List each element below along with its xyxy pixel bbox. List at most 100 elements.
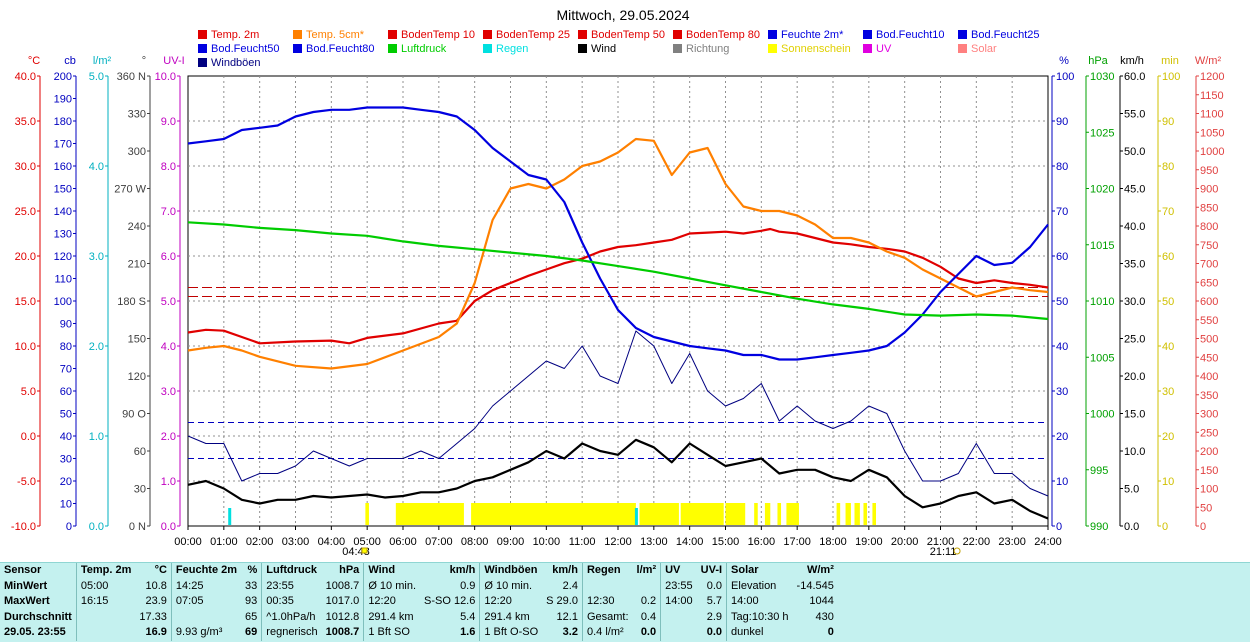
axis-tick-label: 950 [1200,165,1218,177]
series-line [187,221,1049,321]
axis-tick-label: 10 [60,499,72,511]
stats-header-cell: Windböen [479,563,543,579]
axis-tick-label: 170 [54,139,72,151]
stats-cell: 23:55 [660,578,697,594]
sunshine-bar [764,503,771,525]
stats-cell [660,625,697,641]
series-line [187,438,1049,520]
stats-cell: 16:15 [75,594,136,610]
axis-unit: km/h [1120,55,1144,67]
axis-tick-label: 25.0 [15,206,36,218]
stats-cell: dunkel [726,625,793,641]
stats-header-cell: Solar [726,563,793,579]
stats-cell: 0.4 [640,610,657,623]
stats-cell: 14:25 [170,578,242,594]
left-axes: °C 40.0 35.0 30.0 25.0 20.0 15.0 10.0 5.0 0.0 -5.0… [11,55,185,533]
x-tick-label: 17:00 [783,536,811,548]
axis-tick-label: 70 [1056,206,1068,218]
stats-cell: MinWert [4,579,48,592]
stats-cell: 12.1 [556,610,578,623]
sunshine-bar [754,503,758,525]
legend-swatch [578,44,587,53]
legend-label: BodenTemp 25 [496,29,570,41]
stats-header-cell: °C [154,564,167,577]
x-tick-label: 14:00 [676,536,704,548]
stats-cell: 0.0 [640,626,657,639]
axis-tick-label: 1.0 [89,431,104,443]
stats-cell: 5.7 [706,595,723,608]
axis-unit: W/m² [1195,55,1222,67]
axis-tick-label: 6.0 [161,251,176,263]
sun-markers: 04:48 21:11 [342,546,961,558]
axis-tick-label: 1000 [1200,146,1224,158]
stats-cell: 12:20 [479,594,543,610]
sunshine-bar [836,503,841,525]
axis-tick-label: 0 [66,521,72,533]
sunshine-bar [786,503,799,525]
stats-cell: 0.2 [640,595,657,608]
stats-cell: 3.2 [562,626,578,639]
stats-cell: 17.33 [139,610,167,623]
stats-cell: ^1.0hPa/h [261,609,322,625]
axis-tick-label: 1025 [1090,127,1114,139]
stats-header-cell: km/h [552,564,578,577]
axis-tick-label: 8.0 [161,161,176,173]
stats-header-cell: Regen [581,563,633,579]
x-tick-label: 04:00 [318,536,346,548]
axis-tick-label: 150 [128,334,146,346]
sunshine-bar [845,503,851,525]
sunshine-bar [471,503,636,525]
x-tick-label: 21:00 [927,536,955,548]
x-tick-label: 12:00 [604,536,632,548]
axis-tick-label: 10.0 [1124,446,1145,458]
sunshine-bar [365,503,369,525]
legend-swatch [863,30,872,39]
stats-cell: 23:55 [261,578,322,594]
x-tick-label: 05:00 [353,536,381,548]
stats-cell: 1044 [809,595,834,608]
axis-unit: min [1161,55,1179,67]
axis-tick-label: 70 [1162,206,1174,218]
legend-label: BodenTemp 80 [686,29,760,41]
stats-cell: 0.9 [460,579,476,592]
legend-swatch [198,30,207,39]
stats-cell [75,609,136,625]
stats-cell: S-SO 12.6 [424,595,476,608]
stats-cell: 29.05. 23:55 [4,626,66,639]
stats-cell: 0.0 [706,626,723,639]
axis-tick-label: 0.0 [89,521,104,533]
legend-swatch [388,44,397,53]
axis-tick-label: 240 [128,221,146,233]
stats-cell: 0.4 l/m² [581,625,633,641]
axis-tick-label: 1100 [1200,109,1224,121]
stats-cell: Durchschnitt [4,610,72,623]
x-tick-label: 10:00 [533,536,561,548]
stats-cell: 2.4 [562,579,578,592]
legend-label: Temp. 2m [211,29,259,41]
stats-cell: 12:30 [581,594,633,610]
stats-row: MinWert 05:00 10.8 14:25 33 23:55 1008.7 Ø 10 m… [0,578,838,594]
axis-tick-label: 600 [1200,296,1218,308]
axis-tick-label: 300 [1200,409,1218,421]
axis-tick-label: 750 [1200,240,1218,252]
x-tick-label: 20:00 [891,536,919,548]
legend-label: BodenTemp 50 [591,29,665,41]
axis-tick-label: 9.0 [161,116,176,128]
axis-unit: UV-I [163,55,184,67]
sunshine-bar [863,503,868,525]
legend-label: Luftdruck [401,43,447,55]
axis-tick-label: 15.0 [15,296,36,308]
axis-tick-label: 90 [1162,116,1174,128]
axis-tick-label: 995 [1090,465,1108,477]
x-tick-label: 06:00 [389,536,417,548]
x-tick-label: 18:00 [819,536,847,548]
axis-tick-label: 990 [1090,521,1108,533]
sunshine-bar [854,503,860,525]
axis-tick-label: 0.0 [1124,521,1139,533]
axis-tick-label: 1200 [1200,71,1224,83]
axis-tick-label: 90 [1056,116,1068,128]
stats-cell: 1008.7 [325,579,360,592]
axis-tick-label: 4.0 [161,341,176,353]
axis-unit: hPa [1088,55,1108,67]
stats-cell: 33 [245,579,258,592]
